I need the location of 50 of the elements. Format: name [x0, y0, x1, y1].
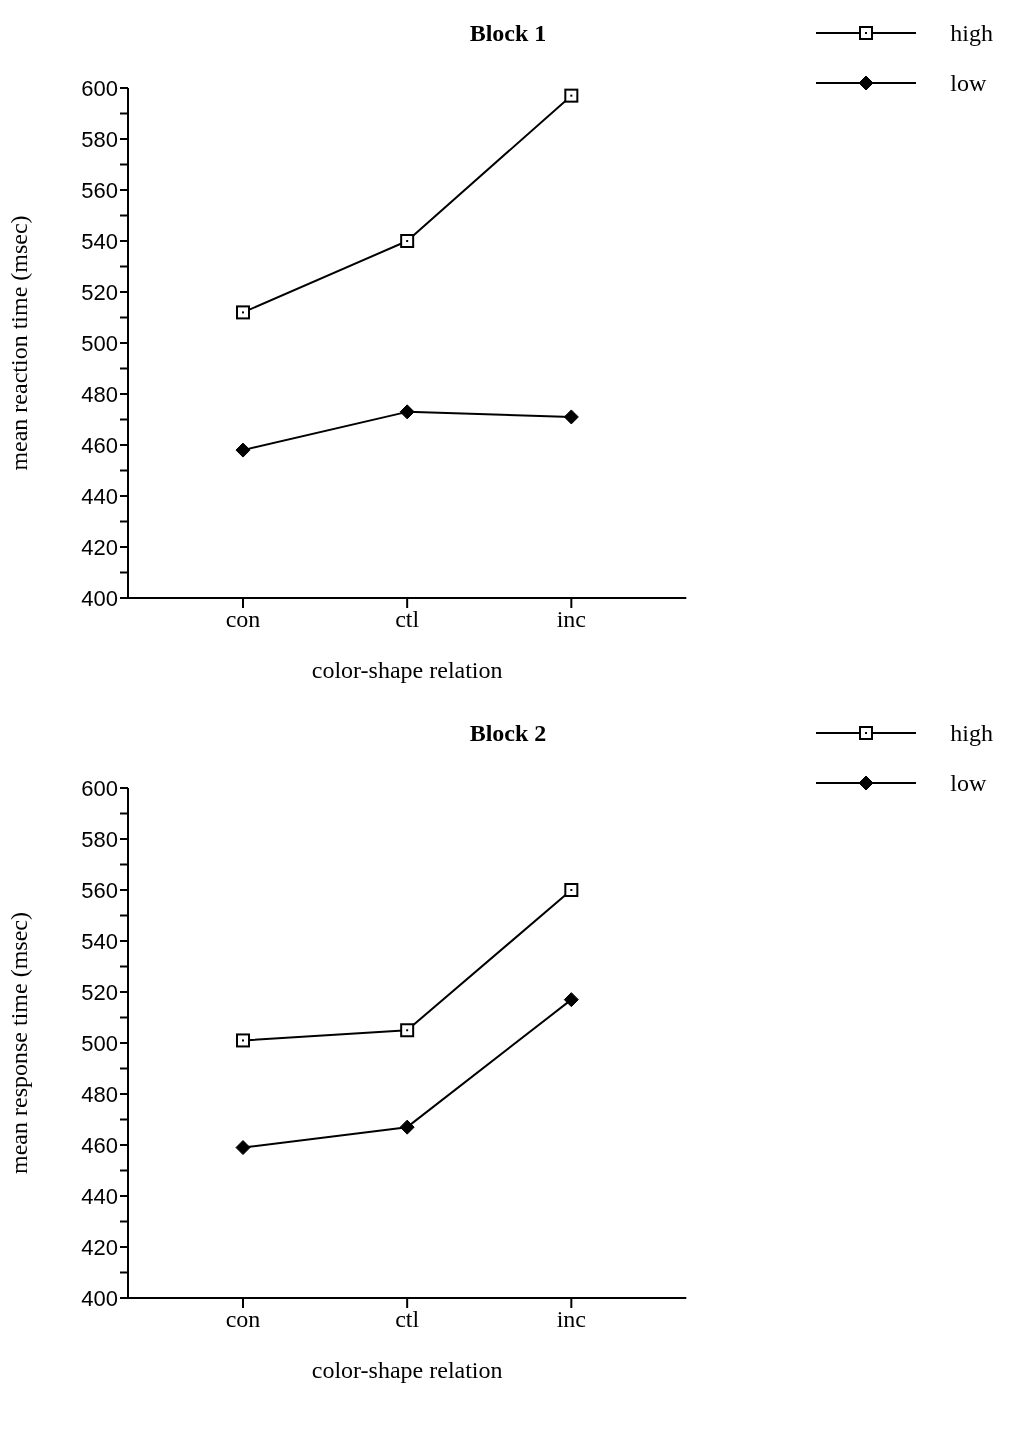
y-tick-label: 580 — [81, 126, 118, 152]
point — [400, 234, 415, 248]
y-tick-label: 440 — [81, 1183, 118, 1209]
x-tick-label: inc — [556, 1306, 586, 1333]
y-tick-label: 520 — [81, 979, 118, 1005]
chart-title: Block 2 — [468, 720, 548, 747]
x-axis-title: color-shape relation — [311, 657, 503, 683]
y-axis-title: mean reaction time (msec) — [5, 215, 32, 471]
y-tick-label: 540 — [81, 928, 118, 954]
y-tick-label: 420 — [81, 1234, 118, 1260]
point — [399, 404, 415, 420]
y-tick-label: 600 — [81, 75, 118, 101]
y-tick-label: 400 — [81, 1285, 118, 1311]
y-tick-label: 560 — [81, 177, 118, 203]
point — [236, 1033, 250, 1048]
x-tick-label: con — [225, 1306, 261, 1333]
y-tick-label: 540 — [81, 228, 118, 254]
y-tick-label: 460 — [81, 1132, 118, 1158]
y-tick-label: 520 — [81, 279, 118, 305]
y-tick-label: 560 — [81, 877, 118, 903]
legend-label: low — [950, 69, 987, 97]
y-axis-title: mean response time (msec) — [5, 912, 32, 1174]
point — [564, 883, 579, 897]
legend-label: low — [950, 769, 987, 797]
y-tick-label: 480 — [81, 381, 118, 407]
point — [563, 992, 579, 1008]
x-tick-label: inc — [556, 606, 586, 633]
y-tick-label: 580 — [81, 826, 118, 852]
y-tick-label: 500 — [81, 330, 118, 356]
x-tick-label: ctl — [395, 1306, 420, 1333]
point — [236, 305, 250, 320]
point — [400, 1023, 415, 1038]
point — [235, 1140, 251, 1156]
point — [399, 1119, 415, 1135]
legend-label: high — [950, 719, 993, 747]
x-tick-label: con — [225, 606, 261, 633]
point — [235, 442, 251, 458]
y-tick-label: 400 — [81, 585, 118, 611]
chart-title: Block 1 — [468, 20, 548, 47]
y-tick-label: 480 — [81, 1081, 118, 1107]
point — [563, 409, 579, 425]
y-tick-label: 460 — [81, 432, 118, 458]
y-tick-label: 500 — [81, 1030, 118, 1056]
y-tick-label: 420 — [81, 534, 118, 560]
x-tick-label: ctl — [395, 606, 420, 633]
y-tick-label: 600 — [81, 775, 118, 801]
legend-label: high — [950, 19, 993, 47]
point — [564, 88, 579, 103]
x-axis-title: color-shape relation — [311, 1357, 503, 1383]
y-tick-label: 440 — [81, 483, 118, 509]
